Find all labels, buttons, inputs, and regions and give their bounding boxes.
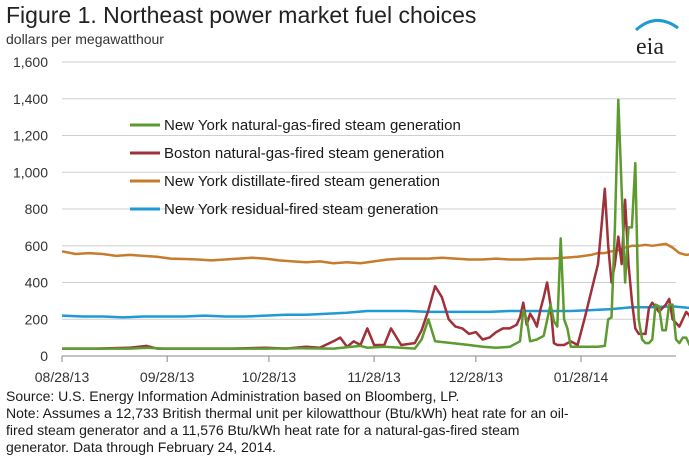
source-note: Source: U.S. Energy Information Administ… <box>6 388 460 404</box>
y-tick-label: 1,000 <box>13 164 48 180</box>
note-line-3: generator. Data through February 24, 201… <box>6 439 277 455</box>
units-label: dollars per megawatthour <box>6 31 164 47</box>
series-line-0 <box>62 98 689 350</box>
y-tick-label: 800 <box>25 201 49 217</box>
x-tick-label: 08/28/13 <box>35 369 90 385</box>
y-tick-label: 600 <box>25 238 49 254</box>
y-tick-label: 1,400 <box>13 91 48 107</box>
series-lines <box>61 98 689 350</box>
y-tick-label: 200 <box>25 311 49 327</box>
footer-notes: Source: U.S. Energy Information Administ… <box>6 388 686 456</box>
x-tick-label: 12/28/13 <box>449 369 504 385</box>
logo-arc <box>634 19 679 32</box>
eia-logo: eia <box>634 19 679 58</box>
series-line-1 <box>62 187 689 350</box>
x-tick-label: 10/28/13 <box>242 369 297 385</box>
x-tick-label: 09/28/13 <box>140 369 195 385</box>
chart-title: Figure 1. Northeast power market fuel ch… <box>6 2 477 28</box>
series-line-3 <box>61 305 689 319</box>
legend-label: New York distillate-fired steam generati… <box>164 173 440 190</box>
line-chart: 0 200 400 600 800 1,000 1,200 1,400 1,600 08/28/… <box>13 54 689 385</box>
y-tick-label: 0 <box>40 348 48 364</box>
note-line-1: Note: Assumes a 12,733 British thermal u… <box>6 405 569 421</box>
legend-label: New York natural-gas-fired steam generat… <box>164 117 461 134</box>
y-tick-label: 400 <box>25 275 49 291</box>
legend: New York natural-gas-fired steam generat… <box>130 117 461 218</box>
axes <box>61 355 676 362</box>
y-axis-tick-labels: 0 200 400 600 800 1,000 1,200 1,400 1,600 <box>13 54 48 364</box>
x-tick-label: 11/28/13 <box>347 369 401 385</box>
legend-label: New York residual-fired steam generation <box>164 201 438 218</box>
y-tick-label: 1,600 <box>13 54 48 70</box>
series-line-2 <box>61 242 689 265</box>
x-tick-label: 01/28/14 <box>554 369 609 385</box>
y-tick-label: 1,200 <box>13 128 48 144</box>
logo-text: eia <box>636 34 664 58</box>
legend-label: Boston natural-gas-fired steam generatio… <box>164 145 444 162</box>
gridlines <box>62 61 676 320</box>
x-axis-tick-labels: 08/28/13 09/28/13 10/28/13 11/28/13 12/28/13… <box>35 369 609 385</box>
note-line-2: fired steam generator and a 11,576 Btu/k… <box>6 422 520 438</box>
